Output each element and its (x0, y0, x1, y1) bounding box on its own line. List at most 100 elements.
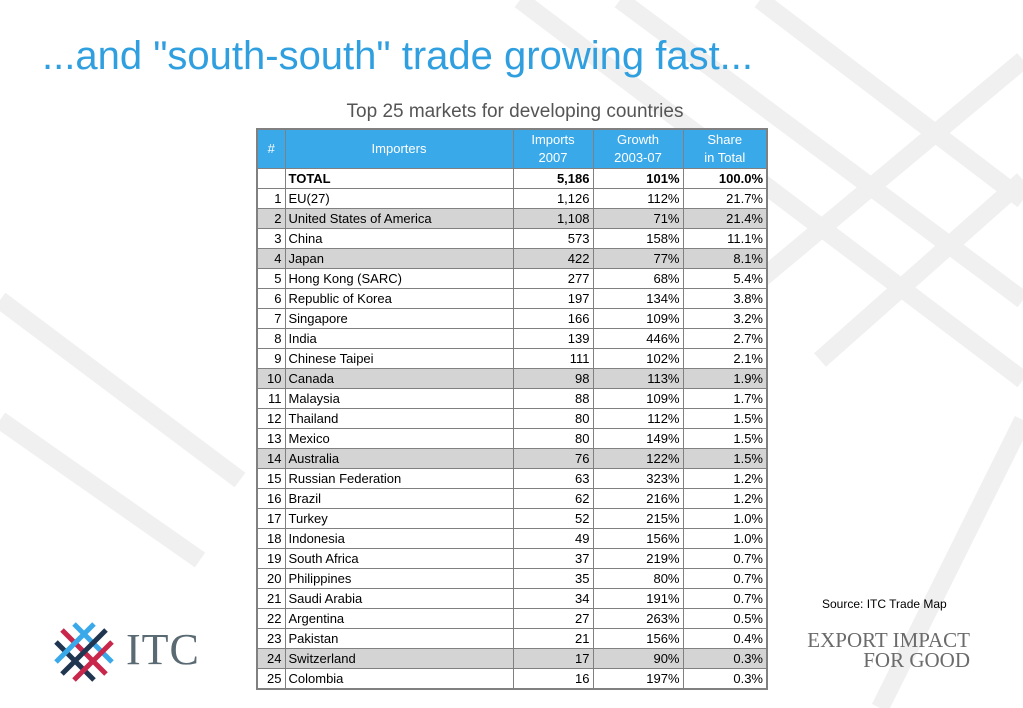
imports-value: 88 (512, 388, 594, 409)
importer-name: Argentina (284, 608, 514, 629)
imports-value: 1,108 (512, 208, 594, 229)
importer-name: Turkey (284, 508, 514, 529)
table-row: 25 Colombia 16 197% 0.3% (256, 668, 768, 690)
imports-value: 422 (512, 248, 594, 269)
share-value: 0.4% (682, 628, 768, 649)
growth-value: 216% (592, 488, 684, 509)
table-row: 4 Japan 422 77% 8.1% (256, 248, 768, 269)
importer-name: Brazil (284, 488, 514, 509)
table-row: 23 Pakistan 21 156% 0.4% (256, 628, 768, 649)
share-value: 2.1% (682, 348, 768, 369)
rank-cell: 18 (256, 528, 286, 549)
growth-value: 263% (592, 608, 684, 629)
importer-name: Japan (284, 248, 514, 269)
share-value: 1.7% (682, 388, 768, 409)
header-share-line1: Share (707, 132, 743, 147)
share-value: 0.5% (682, 608, 768, 629)
table-row: 9 Chinese Taipei 111 102% 2.1% (256, 348, 768, 369)
importer-name: Canada (284, 368, 514, 389)
importer-name: India (284, 328, 514, 349)
growth-value: 109% (592, 388, 684, 409)
table-row: 11 Malaysia 88 109% 1.7% (256, 388, 768, 409)
share-value: 1.9% (682, 368, 768, 389)
rank-cell: 11 (256, 388, 286, 409)
table-row: 15 Russian Federation 63 323% 1.2% (256, 468, 768, 489)
table-header-row: # Importers Imports 2007 Growth 2003-07 … (256, 128, 768, 169)
imports-value: 52 (512, 508, 594, 529)
table-row: 10 Canada 98 113% 1.9% (256, 368, 768, 389)
importer-name: Pakistan (284, 628, 514, 649)
tagline-line2: FOR GOOD (863, 648, 970, 672)
table-row: 21 Saudi Arabia 34 191% 0.7% (256, 588, 768, 609)
imports-value: 98 (512, 368, 594, 389)
total-imports: 5,186 (512, 168, 594, 189)
growth-value: 68% (592, 268, 684, 289)
growth-value: 197% (592, 668, 684, 690)
rank-cell: 22 (256, 608, 286, 629)
importer-name: Russian Federation (284, 468, 514, 489)
header-growth: Growth 2003-07 (592, 128, 684, 169)
share-value: 1.5% (682, 408, 768, 429)
slide-title: ...and "south-south" trade growing fast.… (42, 34, 754, 78)
growth-value: 80% (592, 568, 684, 589)
imports-value: 49 (512, 528, 594, 549)
header-share: Share in Total (682, 128, 768, 169)
growth-value: 112% (592, 408, 684, 429)
imports-value: 277 (512, 268, 594, 289)
rank-cell: 14 (256, 448, 286, 469)
total-rank-cell (256, 168, 286, 189)
growth-value: 219% (592, 548, 684, 569)
header-growth-line1: Growth (617, 132, 659, 147)
share-value: 0.3% (682, 668, 768, 690)
imports-value: 16 (512, 668, 594, 690)
table-row: 1 EU(27) 1,126 112% 21.7% (256, 188, 768, 209)
header-imports-line2: 2007 (538, 150, 568, 165)
itc-logo-text: ITC (126, 625, 200, 674)
imports-value: 76 (512, 448, 594, 469)
growth-value: 215% (592, 508, 684, 529)
table-row: 17 Turkey 52 215% 1.0% (256, 508, 768, 529)
share-value: 2.7% (682, 328, 768, 349)
importer-name: Singapore (284, 308, 514, 329)
rank-cell: 17 (256, 508, 286, 529)
rank-cell: 10 (256, 368, 286, 389)
imports-value: 21 (512, 628, 594, 649)
header-rank: # (256, 128, 286, 169)
imports-value: 111 (512, 348, 594, 369)
total-growth: 101% (592, 168, 684, 189)
table-row: 16 Brazil 62 216% 1.2% (256, 488, 768, 509)
importer-name: Hong Kong (SARC) (284, 268, 514, 289)
importer-name: Republic of Korea (284, 288, 514, 309)
growth-value: 71% (592, 208, 684, 229)
share-value: 3.2% (682, 308, 768, 329)
growth-value: 323% (592, 468, 684, 489)
importer-name: Philippines (284, 568, 514, 589)
rank-cell: 20 (256, 568, 286, 589)
table-row: 24 Switzerland 17 90% 0.3% (256, 648, 768, 669)
imports-value: 80 (512, 408, 594, 429)
table-row: 6 Republic of Korea 197 134% 3.8% (256, 288, 768, 309)
header-growth-line2: 2003-07 (614, 150, 662, 165)
growth-value: 112% (592, 188, 684, 209)
share-value: 1.5% (682, 428, 768, 449)
rank-cell: 1 (256, 188, 286, 209)
table-row: 13 Mexico 80 149% 1.5% (256, 428, 768, 449)
importer-name: Saudi Arabia (284, 588, 514, 609)
share-value: 0.3% (682, 648, 768, 669)
imports-value: 197 (512, 288, 594, 309)
share-value: 0.7% (682, 548, 768, 569)
rank-cell: 7 (256, 308, 286, 329)
importer-name: South Africa (284, 548, 514, 569)
header-imports: Imports 2007 (512, 128, 594, 169)
rank-cell: 19 (256, 548, 286, 569)
table-row: 2 United States of America 1,108 71% 21.4% (256, 208, 768, 229)
tagline-line1: EXPORT IMPACT (807, 628, 970, 652)
growth-value: 156% (592, 528, 684, 549)
rank-cell: 6 (256, 288, 286, 309)
imports-value: 166 (512, 308, 594, 329)
rank-cell: 21 (256, 588, 286, 609)
table-row: 20 Philippines 35 80% 0.7% (256, 568, 768, 589)
imports-value: 27 (512, 608, 594, 629)
share-value: 5.4% (682, 268, 768, 289)
source-note: Source: ITC Trade Map (822, 597, 947, 611)
